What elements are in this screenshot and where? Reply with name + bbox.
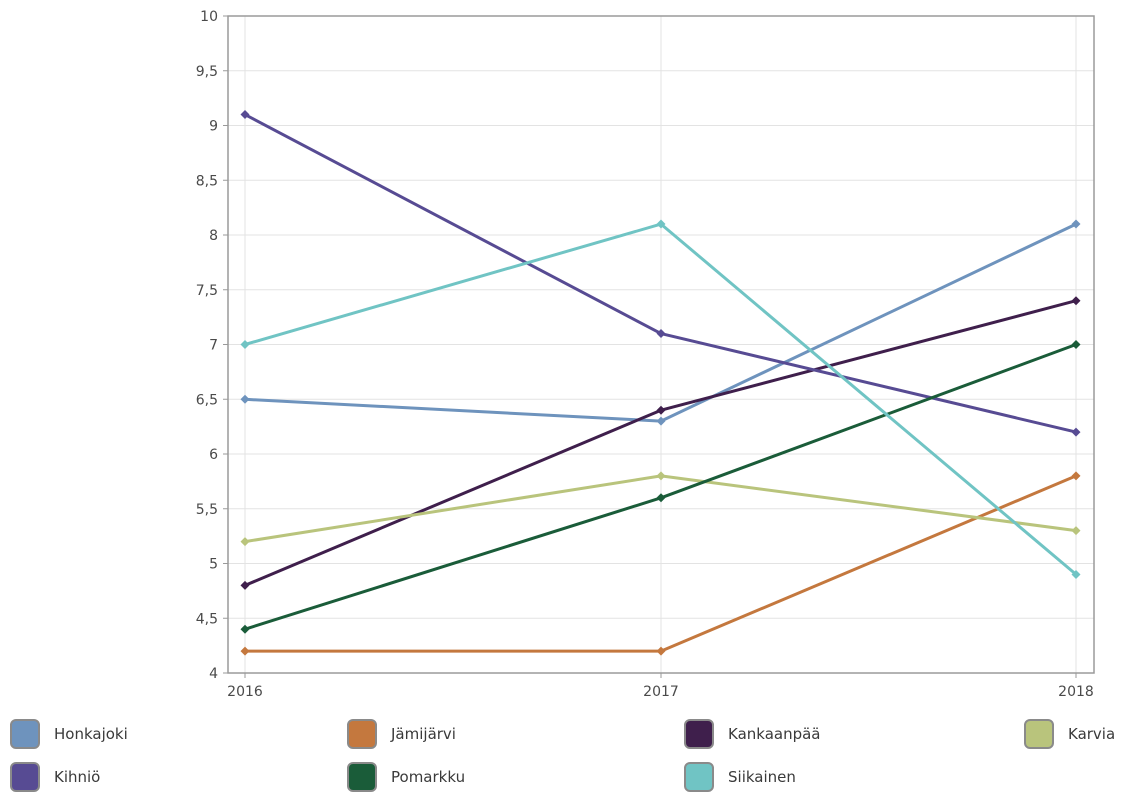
data-point-pomarkku[interactable] xyxy=(656,493,666,503)
data-point-siikainen[interactable] xyxy=(240,340,250,349)
data-point-siikainen[interactable] xyxy=(1071,569,1081,579)
legend: Honkajoki Jämijärvi Kankaanpää Karvia Ki… xyxy=(0,712,1125,799)
legend-item-kankaanpaa[interactable]: Kankaanpää xyxy=(684,717,821,751)
data-point-pomarkku[interactable] xyxy=(1071,340,1081,349)
y-tick-label: 4 xyxy=(209,666,218,682)
series-jamijarvi xyxy=(240,471,1081,656)
legend-swatch-pomarkku xyxy=(347,762,377,792)
x-tick-label: 2017 xyxy=(643,684,679,700)
legend-item-siikainen[interactable]: Siikainen xyxy=(684,760,796,794)
legend-swatch-jamijarvi xyxy=(347,719,377,749)
legend-item-karvia[interactable]: Karvia xyxy=(1024,717,1115,751)
legend-swatch-karvia xyxy=(1024,719,1054,749)
series-lines xyxy=(240,110,1081,656)
data-point-jamijarvi[interactable] xyxy=(1071,471,1081,481)
data-point-siikainen[interactable] xyxy=(656,219,666,229)
legend-label-siikainen: Siikainen xyxy=(728,768,796,786)
legend-swatch-siikainen xyxy=(684,762,714,792)
legend-item-pomarkku[interactable]: Pomarkku xyxy=(347,760,465,794)
grid-lines xyxy=(228,15,1094,674)
legend-label-pomarkku: Pomarkku xyxy=(391,768,466,786)
data-point-karvia[interactable] xyxy=(1071,526,1081,536)
data-point-kankaanpaa[interactable] xyxy=(656,405,666,415)
series-honkajoki xyxy=(240,219,1081,426)
y-tick-label: 5 xyxy=(209,557,218,573)
series-karvia xyxy=(240,471,1081,547)
data-point-kankaanpaa[interactable] xyxy=(1071,296,1081,306)
legend-item-kihnio[interactable]: Kihniö xyxy=(10,760,100,794)
y-tick-label: 8,5 xyxy=(196,173,218,189)
y-tick-label: 5,5 xyxy=(196,502,218,518)
data-point-kankaanpaa[interactable] xyxy=(240,580,250,590)
data-point-karvia[interactable] xyxy=(240,537,250,547)
y-tick-label: 7 xyxy=(209,338,218,354)
series-kankaanpaa xyxy=(240,296,1081,590)
legend-label-kihnio: Kihniö xyxy=(54,768,101,786)
data-point-karvia[interactable] xyxy=(656,471,666,481)
y-axis-ticks: 4 4,5 5 5,5 6 6,5 7 7,5 8 8,5 9 9,5 10 xyxy=(196,9,228,682)
data-point-honkajoki[interactable] xyxy=(1071,219,1081,229)
legend-label-karvia: Karvia xyxy=(1068,725,1116,743)
y-tick-label: 10 xyxy=(200,9,218,25)
legend-swatch-honkajoki xyxy=(10,719,40,749)
legend-label-jamijarvi: Jämijärvi xyxy=(391,725,456,743)
x-tick-label: 2016 xyxy=(227,684,263,700)
data-point-kihnio[interactable] xyxy=(240,110,250,120)
data-point-pomarkku[interactable] xyxy=(240,624,250,634)
y-tick-label: 6,5 xyxy=(196,392,218,408)
y-tick-label: 4,5 xyxy=(196,611,218,627)
series-pomarkku xyxy=(240,340,1081,634)
legend-item-honkajoki[interactable]: Honkajoki xyxy=(10,717,128,751)
legend-label-honkajoki: Honkajoki xyxy=(54,725,128,743)
legend-item-jamijarvi[interactable]: Jämijärvi xyxy=(347,717,456,751)
y-tick-label: 6 xyxy=(209,447,218,463)
y-tick-label: 8 xyxy=(209,228,218,244)
data-point-honkajoki[interactable] xyxy=(240,394,250,404)
y-tick-label: 9,5 xyxy=(196,64,218,80)
legend-swatch-kihnio xyxy=(10,762,40,792)
series-kihnio xyxy=(240,110,1081,437)
data-point-kihnio[interactable] xyxy=(656,329,666,339)
y-tick-label: 7,5 xyxy=(196,283,218,299)
x-axis-ticks: 2016 2017 2018 xyxy=(227,673,1094,700)
data-point-jamijarvi[interactable] xyxy=(656,646,666,656)
plot-frame xyxy=(227,15,1095,674)
legend-swatch-kankaanpaa xyxy=(684,719,714,749)
line-chart: 4 4,5 5 5,5 6 6,5 7 7,5 8 8,5 9 9,5 10 2016 2017 2018 xyxy=(196,9,1095,700)
data-point-kihnio[interactable] xyxy=(1071,427,1081,437)
legend-label-kankaanpaa: Kankaanpää xyxy=(728,725,821,743)
y-tick-label: 9 xyxy=(209,119,218,135)
x-tick-label: 2018 xyxy=(1058,684,1094,700)
data-point-honkajoki[interactable] xyxy=(656,416,666,426)
data-point-jamijarvi[interactable] xyxy=(240,646,250,656)
series-siikainen xyxy=(240,219,1081,579)
